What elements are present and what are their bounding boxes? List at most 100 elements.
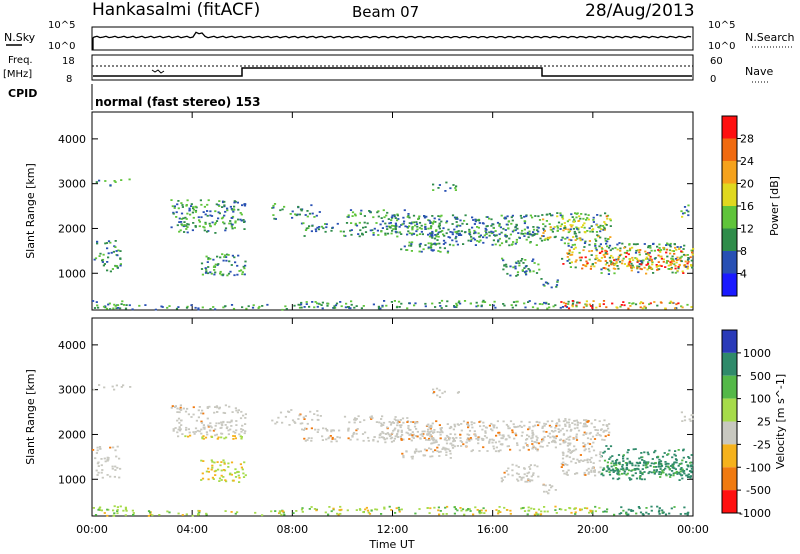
velocity-cell	[501, 443, 504, 445]
velocity-cell	[644, 461, 648, 464]
power-cell	[515, 275, 518, 277]
power-cell	[632, 266, 635, 269]
power-cell	[515, 224, 518, 227]
power-cell	[439, 305, 442, 307]
velocity-cell	[563, 464, 566, 467]
velocity-cell	[614, 461, 618, 464]
power-colorbar-label: 16	[740, 200, 754, 213]
power-cell	[223, 222, 226, 225]
velocity-cell	[414, 435, 417, 437]
power-cell	[588, 240, 591, 242]
power-cell	[616, 248, 619, 251]
power-cell	[505, 239, 508, 242]
velocity-cell	[598, 434, 601, 436]
power-cell	[410, 233, 414, 236]
velocity-cell	[113, 388, 116, 391]
velocity-cell	[430, 448, 433, 451]
power-cell	[173, 205, 176, 208]
power-cell	[201, 273, 204, 276]
velocity-cell	[317, 428, 320, 431]
power-cell	[204, 272, 208, 274]
velocity-cell	[592, 441, 595, 444]
velocity-cell	[214, 474, 217, 476]
velocity-cell	[626, 457, 629, 460]
power-cell	[663, 248, 666, 251]
power-cell	[451, 223, 454, 225]
velocity-cell	[216, 437, 219, 440]
power-cell	[181, 224, 184, 227]
velocity-cell	[646, 451, 649, 454]
velocity-cell	[174, 405, 177, 407]
power-cell	[690, 259, 693, 262]
power-cell	[220, 217, 224, 220]
power-cell	[560, 223, 563, 226]
velocity-cell	[429, 426, 432, 429]
power-cell	[657, 254, 660, 257]
velocity-cell	[432, 439, 435, 442]
power-cell	[101, 261, 104, 263]
velocity-cell	[406, 417, 409, 419]
power-cell	[207, 199, 210, 202]
velocity-cell	[234, 468, 237, 471]
velocity-cell	[425, 449, 428, 452]
velocity-cell	[563, 472, 566, 475]
power-cell	[394, 230, 397, 233]
power-cell	[330, 229, 333, 232]
power-cell	[233, 201, 236, 204]
power-cell	[119, 307, 122, 310]
power-cell	[186, 305, 189, 308]
velocity-cell	[316, 431, 319, 433]
velocity-cell	[241, 468, 244, 471]
power-cell	[539, 237, 542, 240]
velocity-cell	[683, 415, 686, 418]
power-cell	[668, 302, 671, 304]
velocity-cell	[671, 466, 674, 469]
velocity-cell	[474, 435, 477, 437]
velocity-cell	[100, 509, 103, 512]
power-cell	[649, 246, 652, 249]
velocity-cell	[605, 445, 608, 447]
velocity-cell	[398, 424, 401, 427]
velocity-cell	[381, 415, 384, 418]
velocity-cell	[594, 419, 597, 421]
power-cell	[381, 305, 384, 308]
power-cell	[224, 227, 228, 230]
velocity-cell	[634, 464, 637, 467]
power-cell	[475, 301, 478, 304]
power-cell	[589, 230, 592, 233]
power-cell	[444, 241, 447, 244]
velocity-cell	[515, 464, 518, 467]
power-cell	[345, 302, 348, 305]
velocity-cell	[382, 421, 386, 424]
freq-label-1: Freq.	[8, 55, 33, 66]
power-cell	[522, 233, 525, 235]
velocity-cell	[647, 472, 650, 475]
power-cell	[198, 219, 201, 222]
power-cell	[217, 263, 220, 265]
power-cell	[311, 212, 314, 215]
velocity-cell	[627, 449, 630, 451]
velocity-cell	[576, 458, 579, 461]
velocity-cell	[459, 440, 462, 442]
power-cell	[510, 222, 513, 225]
velocity-cell	[565, 473, 568, 476]
velocity-cell	[124, 508, 128, 511]
velocity-cell	[438, 389, 441, 392]
velocity-cell	[367, 511, 370, 514]
velocity-cell	[534, 446, 537, 449]
power-cells	[92, 178, 695, 311]
velocity-cell	[463, 513, 466, 516]
power-cell	[520, 232, 523, 235]
power-cell	[457, 232, 460, 235]
power-cell	[300, 301, 303, 304]
velocity-cell	[206, 407, 209, 409]
power-cell	[406, 226, 409, 228]
velocity-cell	[309, 410, 312, 413]
power-cell	[573, 230, 576, 233]
velocity-cell	[497, 510, 500, 513]
velocity-cell	[180, 409, 183, 411]
power-cell	[207, 272, 210, 275]
velocity-cell	[460, 445, 463, 447]
velocity-cell	[188, 431, 191, 434]
power-cell	[392, 228, 395, 230]
